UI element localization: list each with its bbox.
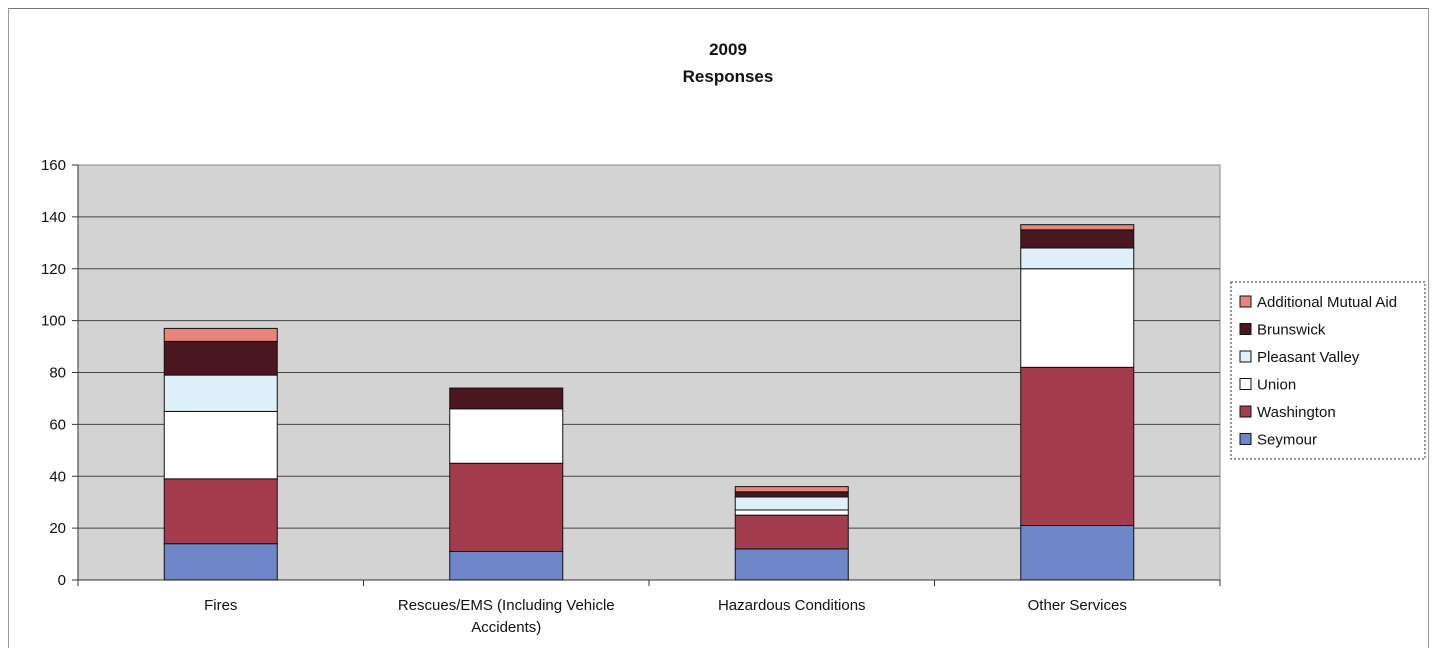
y-tick-label: 160 <box>41 157 66 174</box>
bar-segment-seymour <box>734 548 849 581</box>
legend-swatch <box>1239 323 1252 335</box>
y-tick-label: 120 <box>41 261 66 278</box>
y-tick-label: 140 <box>41 209 66 226</box>
y-tick-label: 40 <box>49 468 66 485</box>
bar-segment-brunswick <box>163 340 278 376</box>
x-category-label: Hazardous Conditions <box>718 597 866 614</box>
bar-segment-brunswick <box>1020 229 1135 249</box>
legend-label: Washington <box>1257 404 1336 421</box>
y-tick-label: 60 <box>49 416 66 433</box>
bar-segment-seymour <box>163 543 278 581</box>
legend-label: Brunswick <box>1257 322 1326 339</box>
chart-title: 2009 <box>709 40 747 59</box>
bar-segment-brunswick <box>734 491 849 498</box>
bar-segment-pleasant-valley <box>734 496 849 511</box>
legend-label: Pleasant Valley <box>1257 349 1360 366</box>
y-tick-label: 100 <box>41 313 66 330</box>
x-category-label: Rescues/EMS (Including Vehicle <box>398 597 615 614</box>
legend: Additional Mutual Aid Brunswick Pleasant V… <box>1230 281 1426 460</box>
legend-swatch <box>1239 433 1252 445</box>
bar-segment-pleasant-valley <box>163 374 278 412</box>
bar-segment-union <box>163 410 278 480</box>
x-category-label: Fires <box>204 597 237 614</box>
chart: 2009 Responses 0 20 40 60 80 100 120 140 160 Fire… <box>41 40 1426 636</box>
bar-segment-seymour <box>449 550 564 581</box>
bar-segment-additional-mutual-aid <box>734 486 849 493</box>
y-tick-label: 80 <box>49 365 66 382</box>
y-tick-label: 20 <box>49 520 66 537</box>
legend-swatch <box>1239 405 1252 418</box>
legend-label: Union <box>1257 377 1296 394</box>
bar-segment-washington <box>734 514 849 550</box>
legend-swatch <box>1239 295 1252 308</box>
bar-segment-union <box>449 408 564 464</box>
x-category-label: Accidents) <box>471 619 541 636</box>
bar-segment-washington <box>1020 366 1135 527</box>
y-tick-label: 0 <box>58 572 66 589</box>
legend-swatch <box>1239 378 1252 390</box>
legend-label: Additional Mutual Aid <box>1257 294 1397 311</box>
bar-segment-additional-mutual-aid <box>163 327 278 342</box>
x-category-label: Other Services <box>1028 597 1127 614</box>
bar-segment-union <box>1020 268 1135 368</box>
plot-area: 0 20 40 60 80 100 120 140 160 Fires Rescues/EMS (I… <box>41 157 1221 636</box>
bar-segment-additional-mutual-aid <box>1020 224 1135 231</box>
bar-segment-brunswick <box>449 387 564 410</box>
legend-box <box>1230 281 1426 460</box>
bar-segment-union <box>734 509 849 516</box>
legend-label: Seymour <box>1257 432 1317 449</box>
bar-segment-seymour <box>1020 525 1135 581</box>
bar-segment-washington <box>163 478 278 545</box>
bar-segment-washington <box>449 462 564 552</box>
chart-subtitle: Responses <box>683 67 774 86</box>
legend-swatch <box>1239 350 1252 363</box>
bar-segment-pleasant-valley <box>1020 247 1135 270</box>
chart-frame: 2009 Responses 0 20 40 60 80 100 120 140 160 Fire… <box>8 8 1429 648</box>
